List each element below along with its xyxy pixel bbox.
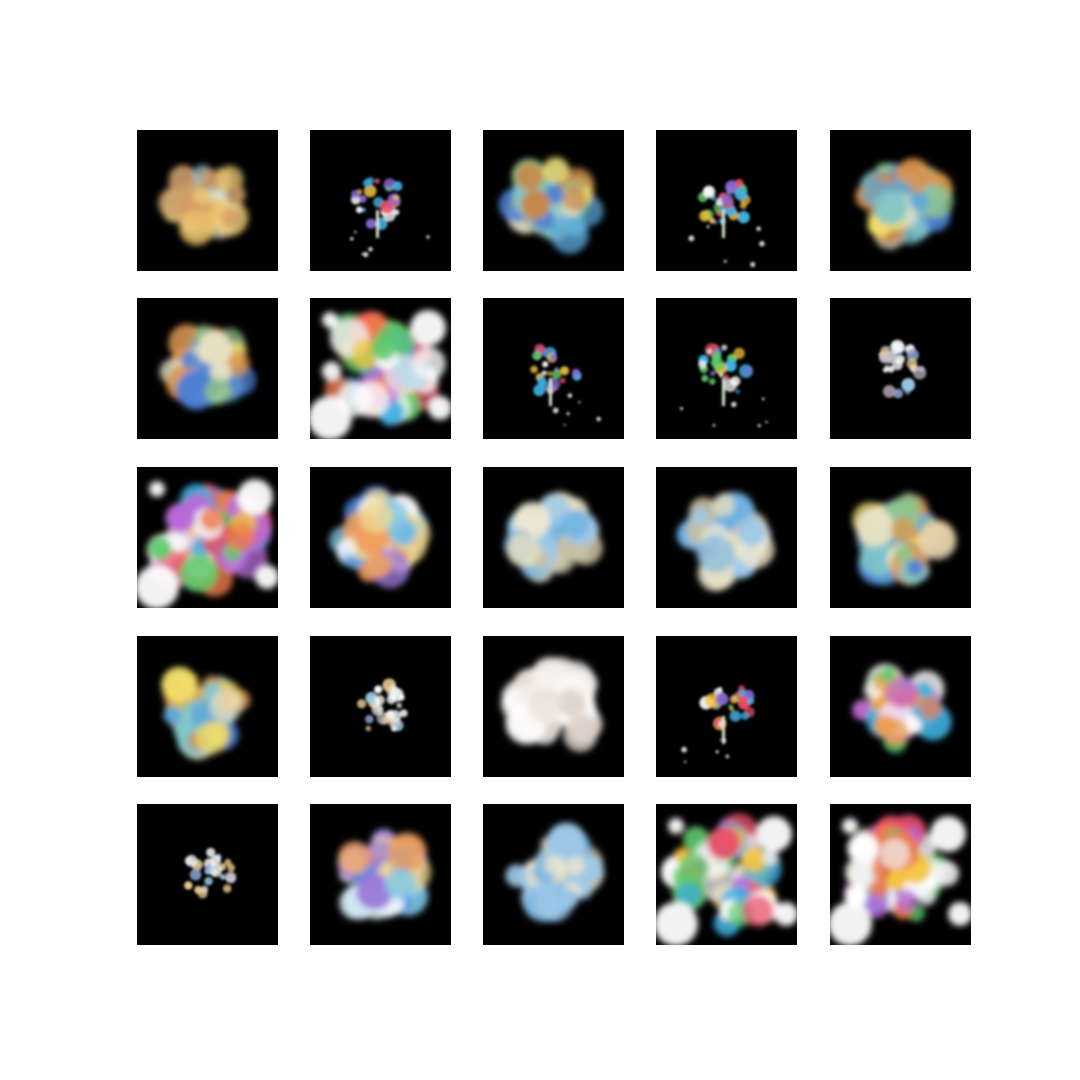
sample-image xyxy=(503,491,603,583)
sample-tile xyxy=(830,130,971,271)
sample-image xyxy=(350,176,430,258)
sample-tile xyxy=(830,636,971,777)
sample-image xyxy=(337,828,432,920)
sample-image xyxy=(159,324,257,410)
sample-tile xyxy=(137,298,278,439)
sample-tile xyxy=(310,467,451,608)
sample-tile xyxy=(137,636,278,777)
sample-image xyxy=(676,491,775,592)
sample-tile xyxy=(310,804,451,945)
sample-image xyxy=(656,812,797,945)
sample-tile xyxy=(656,804,797,945)
sample-image xyxy=(852,663,952,754)
sample-tile xyxy=(137,467,278,608)
sample-image xyxy=(329,485,431,589)
sample-tile xyxy=(656,130,797,271)
sample-tile xyxy=(656,636,797,777)
sample-tile xyxy=(656,467,797,608)
sample-image xyxy=(161,666,251,760)
sample-image xyxy=(357,678,408,732)
sample-image xyxy=(688,179,765,268)
sample-tile xyxy=(137,130,278,271)
sample-tile xyxy=(483,804,624,945)
sample-image xyxy=(852,492,957,586)
sample-image xyxy=(530,343,601,427)
sample-image xyxy=(500,656,603,752)
sample-tile xyxy=(483,298,624,439)
sample-image xyxy=(505,822,605,923)
sample-image xyxy=(158,164,249,246)
sample-tile xyxy=(483,636,624,777)
sample-image xyxy=(137,479,278,608)
sample-tile xyxy=(310,298,451,439)
sample-tile xyxy=(830,804,971,945)
sample-tile xyxy=(310,636,451,777)
sample-image xyxy=(310,310,451,439)
sample-image xyxy=(184,847,237,899)
image-grid xyxy=(137,130,971,945)
sample-image xyxy=(878,339,927,399)
sample-tile xyxy=(830,298,971,439)
sample-tile xyxy=(310,130,451,271)
sample-image xyxy=(855,158,954,250)
sample-image xyxy=(681,685,755,763)
sample-tile xyxy=(137,804,278,945)
sample-image xyxy=(498,156,604,254)
sample-image xyxy=(679,343,768,428)
sample-tile xyxy=(483,130,624,271)
sample-image xyxy=(830,814,971,945)
sample-tile xyxy=(656,298,797,439)
sample-tile xyxy=(483,467,624,608)
sample-tile xyxy=(830,467,971,608)
